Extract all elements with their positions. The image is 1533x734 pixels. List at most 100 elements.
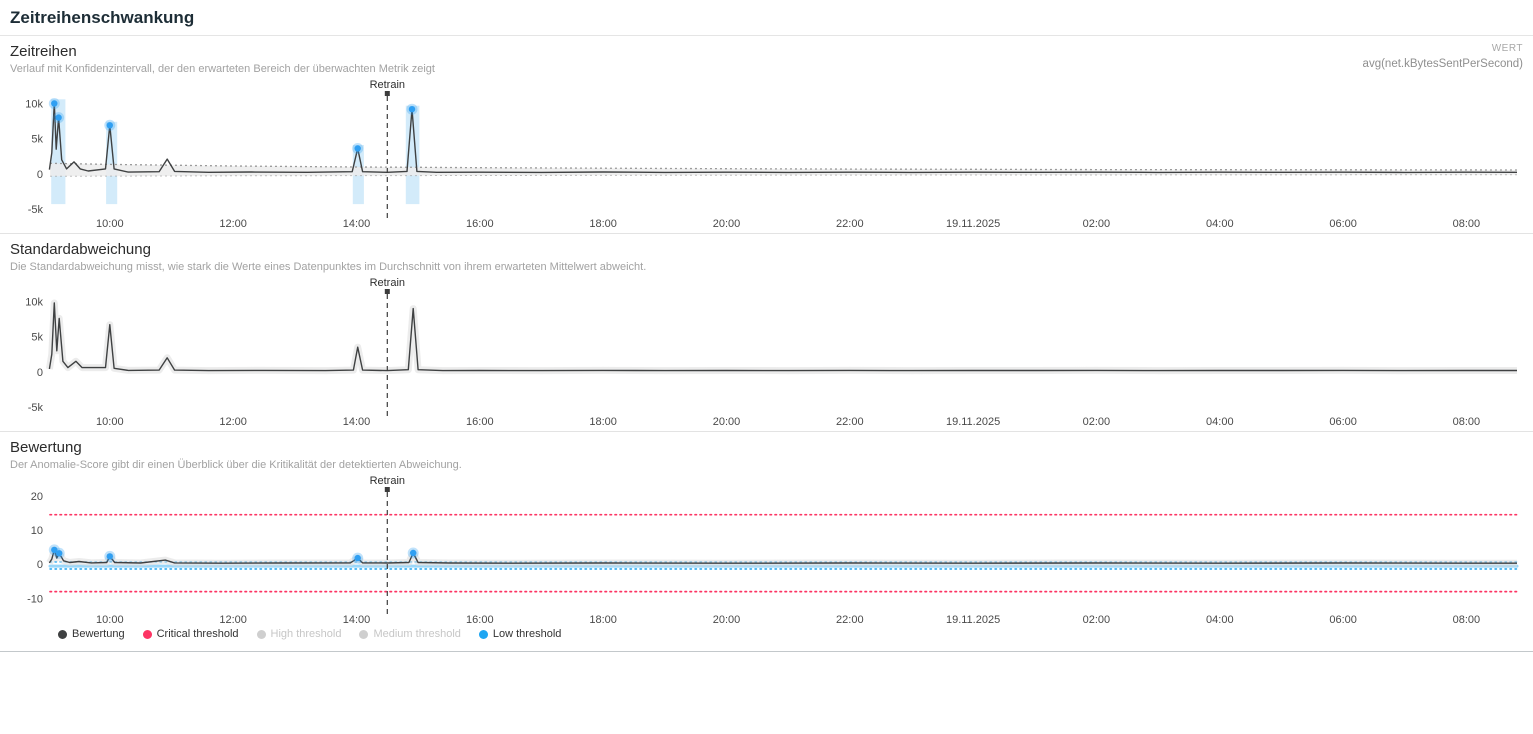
x-axis-tick-label: 20:00	[713, 416, 741, 428]
anomaly-dot[interactable]	[106, 553, 114, 560]
x-axis-tick-label: 18:00	[589, 614, 617, 626]
panel-timeseries-header: Zeitreihen Verlauf mit Konfidenzinterval…	[8, 43, 1525, 75]
x-axis-tick-label: 04:00	[1206, 218, 1234, 230]
x-axis-tick-label: 18:00	[589, 218, 617, 230]
anomaly-dot[interactable]	[410, 549, 417, 557]
legend-item-bewertung[interactable]: Bewertung	[58, 628, 125, 640]
anomaly-dot[interactable]	[51, 100, 58, 107]
retrain-label: Retrain	[370, 475, 405, 487]
x-axis-tick-label: 16:00	[466, 416, 494, 428]
x-axis-tick-label: 02:00	[1083, 614, 1111, 626]
legend-label: Bewertung	[72, 628, 125, 640]
legend-label: Medium threshold	[373, 628, 461, 640]
confidence-band-lower-edge	[49, 174, 1518, 177]
x-axis-tick-label: 22:00	[836, 218, 864, 230]
x-axis-tick-label: 12:00	[219, 416, 247, 428]
x-axis-tick-label: 08:00	[1453, 614, 1481, 626]
anomaly-dot[interactable]	[51, 546, 58, 554]
panel-score-header: Bewertung Der Anomalie-Score gibt dir ei…	[8, 439, 1525, 471]
anomaly-dot[interactable]	[56, 550, 63, 557]
legend-item-critical-threshold[interactable]: Critical threshold	[142, 628, 239, 640]
anomaly-dot[interactable]	[354, 145, 361, 152]
anomaly-analysis-page: Zeitreihenschwankung Zeitreihen Verlauf …	[0, 0, 1533, 652]
panel-score-title: Bewertung	[10, 439, 82, 456]
x-axis-tick-label: 19.11.2025	[946, 614, 1000, 626]
legend-dot	[359, 629, 369, 639]
x-axis-tick-label: 19.11.2025	[946, 416, 1000, 428]
x-axis-tick-label: 20:00	[713, 218, 741, 230]
panel-stddev-subtitle: Die Standardabweichung misst, wie stark …	[10, 261, 647, 273]
timeseries-chart[interactable]: Retrain 10k 5k 0 -5k 10:00 12:00 14:00 16:00 18:0…	[8, 79, 1525, 231]
legend-label: Critical threshold	[156, 628, 239, 640]
x-axis-tick-label: 10:00	[96, 614, 124, 626]
y-axis-tick-label: 0	[37, 559, 43, 571]
x-axis-tick-label: 06:00	[1329, 218, 1357, 230]
score-chart[interactable]: Retrain 20 10 0 -10 10:00 12:00 14:00 16:00 18:00…	[8, 475, 1525, 627]
x-axis-tick-label: 14:00	[343, 416, 371, 428]
panel-score-subtitle: Der Anomalie-Score gibt dir einen Überbl…	[10, 459, 462, 471]
x-axis-tick-label: 14:00	[343, 218, 371, 230]
x-axis-tick-label: 10:00	[96, 218, 124, 230]
anomaly-dot[interactable]	[408, 106, 416, 113]
x-axis-tick-label: 16:00	[466, 614, 494, 626]
x-axis-tick-label: 16:00	[466, 218, 494, 230]
x-axis-tick-label: 06:00	[1329, 416, 1357, 428]
x-axis-tick-label: 22:00	[836, 614, 864, 626]
stddev-chart[interactable]: Retrain 10k 5k 0 -5k 10:00 12:00 14:00 16:00 18:0…	[8, 277, 1525, 429]
panel-stddev-header: Standardabweichung Die Standardabweichun…	[8, 241, 1525, 273]
anomaly-dot[interactable]	[354, 554, 361, 562]
y-axis-tick-label: 5k	[31, 134, 43, 146]
retrain-marker-tick	[384, 91, 390, 96]
y-axis-tick-label: 10	[31, 525, 43, 537]
legend-label: Low threshold	[492, 628, 562, 640]
x-axis-tick-label: 22:00	[836, 416, 864, 428]
retrain-label: Retrain	[370, 79, 405, 91]
x-axis-tick-label: 04:00	[1206, 614, 1234, 626]
legend-item-medium-threshold[interactable]: Medium threshold	[359, 628, 461, 640]
x-axis-tick-label: 12:00	[219, 218, 247, 230]
x-axis-tick-label: 06:00	[1329, 614, 1357, 626]
y-axis-tick-label: 10k	[25, 297, 43, 309]
anomaly-dot[interactable]	[106, 122, 114, 129]
chart-legend: Bewertung Critical threshold High threshol…	[8, 627, 1525, 649]
x-axis-tick-label: 12:00	[219, 614, 247, 626]
legend-dot	[58, 629, 67, 639]
x-axis-tick-label: 10:00	[96, 416, 124, 428]
legend-item-low-threshold[interactable]: Low threshold	[478, 628, 562, 640]
series-halo	[46, 546, 1517, 567]
legend-dot	[256, 629, 266, 639]
x-axis-tick-label: 04:00	[1206, 416, 1234, 428]
legend-dot	[142, 629, 152, 639]
x-axis-tick-label: 02:00	[1083, 218, 1111, 230]
x-axis-tick-label: 19.11.2025	[946, 218, 1000, 230]
y-axis-tick-label: -5k	[28, 402, 44, 414]
anomaly-band	[405, 105, 420, 205]
metric-expression: avg(net.kBytesSentPerSecond)	[1362, 58, 1523, 70]
anomaly-band	[106, 121, 118, 205]
metric-meta-label: WERT	[1491, 43, 1523, 54]
x-axis-tick-label: 18:00	[589, 416, 617, 428]
panel-timeseries-title: Zeitreihen	[10, 43, 77, 60]
retrain-label: Retrain	[370, 277, 405, 289]
y-axis-tick-label: -10	[27, 593, 43, 605]
anomaly-dot[interactable]	[55, 114, 62, 121]
panel-score: Bewertung Der Anomalie-Score gibt dir ei…	[0, 431, 1533, 651]
retrain-marker-tick	[384, 289, 390, 294]
confidence-band-upper-edge	[49, 162, 1518, 171]
page-title: Zeitreihenschwankung	[0, 0, 1533, 36]
y-axis-tick-label: 0	[37, 169, 43, 181]
series-line	[48, 549, 1517, 564]
retrain-marker-tick	[384, 487, 390, 492]
series-line	[48, 302, 1517, 372]
x-axis-tick-label: 08:00	[1453, 416, 1481, 428]
legend-label: High threshold	[270, 628, 342, 640]
legend-dot	[478, 629, 488, 639]
series-line	[48, 102, 1518, 174]
panel-stddev-title: Standardabweichung	[10, 241, 151, 258]
legend-item-high-threshold[interactable]: High threshold	[256, 628, 342, 640]
panel-timeseries: Zeitreihen Verlauf mit Konfidenzinterval…	[0, 36, 1533, 233]
metric-meta: WERT avg(net.kBytesSentPerSecond)	[1363, 43, 1523, 70]
x-axis-tick-label: 14:00	[343, 614, 371, 626]
y-axis-tick-label: 10k	[25, 99, 43, 111]
x-axis-tick-label: 02:00	[1083, 416, 1111, 428]
